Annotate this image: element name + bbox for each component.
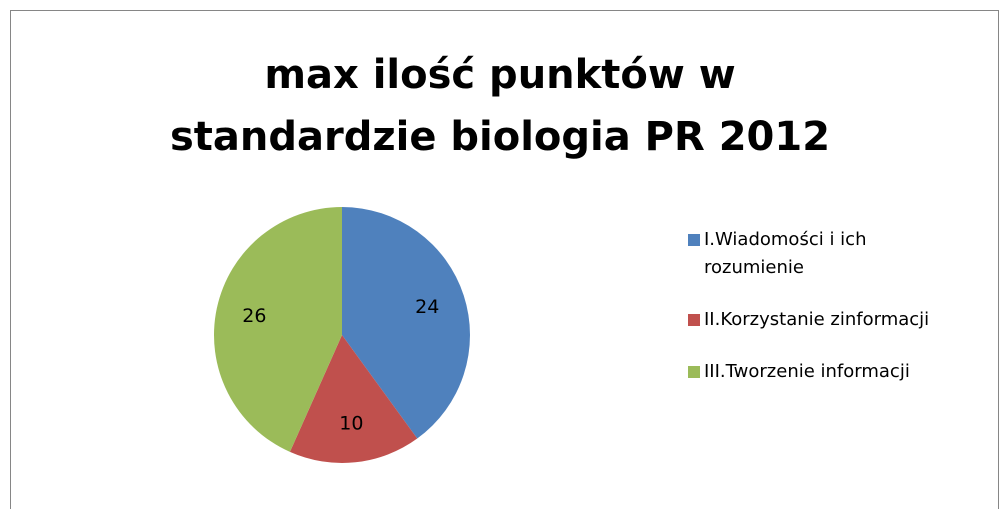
legend: I.Wiadomości i ich rozumienie II.Korzysta… [688, 226, 988, 410]
legend-label: I.Wiadomości i ich rozumienie [704, 229, 867, 278]
legend-item: I.Wiadomości i ich rozumienie [688, 226, 964, 282]
pie-slice [289, 335, 418, 464]
legend-label: III.Tworzenie informacji [704, 361, 910, 382]
legend-item: III.Tworzenie informacji [688, 358, 964, 386]
data-label: 10 [339, 413, 363, 435]
legend-swatch [688, 366, 700, 378]
chart-title: max ilość punktów w standardzie biologia… [169, 52, 831, 160]
legend-swatch [688, 234, 700, 246]
chart-frame [10, 10, 999, 509]
legend-swatch [688, 314, 700, 326]
data-label: 24 [415, 296, 439, 318]
pie-slice [342, 207, 470, 439]
data-label: 26 [242, 305, 266, 327]
legend-item: II.Korzystanie zinformacji [688, 306, 964, 334]
pie-slice [214, 207, 342, 452]
legend-label: II.Korzystanie zinformacji [704, 309, 930, 330]
